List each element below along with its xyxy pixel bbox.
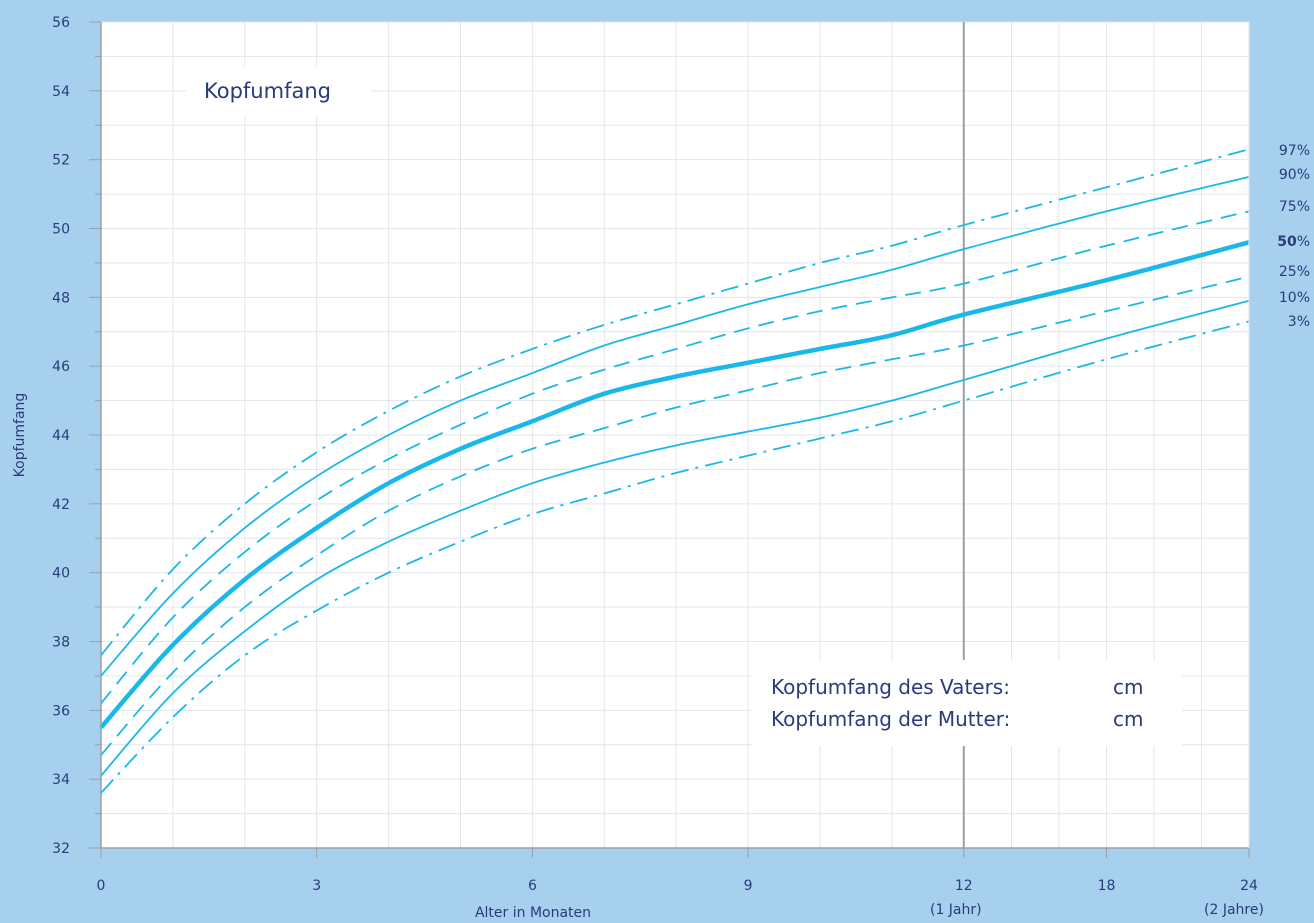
y-axis-ticks: 32 34 36 38 40 42 44 46 48 50 52 54 56 bbox=[52, 15, 101, 857]
percentile-3-curve bbox=[100, 320, 1250, 794]
percentile-25-curve bbox=[100, 275, 1250, 756]
x-axis-ticks: 0 3 6 9 12 (1 Jahr) 18 24 (2 Jahre) bbox=[97, 848, 1264, 918]
y-tick-label: 46 bbox=[52, 359, 70, 375]
percentile-97-curve bbox=[100, 148, 1250, 656]
y-tick-label: 40 bbox=[52, 566, 70, 582]
percentile-label: 25% bbox=[1279, 264, 1310, 280]
y-tick-label: 34 bbox=[52, 772, 70, 788]
x-tick-label: 18 bbox=[1098, 878, 1116, 894]
mother-unit: cm bbox=[1113, 707, 1143, 731]
y-tick-label: 32 bbox=[52, 841, 70, 857]
x-tick-sublabel: (1 Jahr) bbox=[930, 902, 982, 918]
percentile-50-curve bbox=[99, 240, 1250, 730]
percentile-90-curve bbox=[100, 176, 1250, 677]
chart-title: Kopfumfang bbox=[204, 79, 331, 103]
y-axis-title: Kopfumfang bbox=[12, 393, 28, 478]
y-tick-label: 36 bbox=[52, 703, 70, 719]
x-tick-label: 9 bbox=[744, 878, 753, 894]
x-tick-label: 6 bbox=[528, 878, 537, 894]
father-unit: cm bbox=[1113, 675, 1143, 699]
x-axis-title: Alter in Monaten bbox=[475, 905, 591, 921]
x-tick-label: 24 bbox=[1240, 878, 1258, 894]
x-tick-label: 12 bbox=[955, 878, 973, 894]
y-tick-label: 52 bbox=[52, 153, 70, 169]
x-tick-sublabel: (2 Jahre) bbox=[1204, 902, 1264, 918]
y-tick-label: 38 bbox=[52, 635, 70, 651]
x-tick-label: 3 bbox=[312, 878, 321, 894]
percentile-label: 10% bbox=[1279, 290, 1310, 306]
y-tick-label: 54 bbox=[52, 84, 70, 100]
percentile-label: 75% bbox=[1279, 199, 1310, 215]
percentile-label: 90% bbox=[1279, 167, 1310, 183]
percentile-labels: 97% 90% 75% 50% 25% 10% 3% bbox=[1277, 143, 1310, 330]
y-tick-label: 50 bbox=[52, 222, 70, 238]
percentile-label: 50% bbox=[1277, 234, 1310, 250]
x-tick-label: 0 bbox=[97, 878, 106, 894]
y-tick-label: 48 bbox=[52, 290, 70, 306]
father-label: Kopfumfang des Vaters: bbox=[771, 675, 1010, 699]
title-box bbox=[186, 66, 370, 116]
y-tick-label: 42 bbox=[52, 497, 70, 513]
percentile-label: 97% bbox=[1279, 143, 1310, 159]
y-tick-label: 56 bbox=[52, 15, 70, 31]
percentile-10-curve bbox=[100, 299, 1250, 777]
y-tick-label: 44 bbox=[52, 428, 70, 444]
percentile-curves bbox=[99, 148, 1250, 794]
mother-label: Kopfumfang der Mutter: bbox=[771, 707, 1010, 731]
parents-info-box bbox=[752, 660, 1182, 746]
percentile-label: 3% bbox=[1288, 314, 1310, 330]
percentile-75-curve bbox=[100, 210, 1250, 705]
